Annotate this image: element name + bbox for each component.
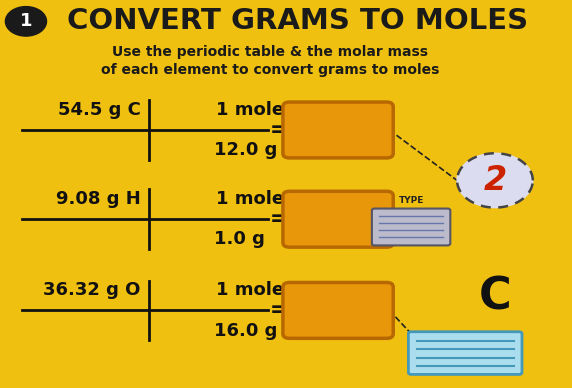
- FancyBboxPatch shape: [283, 102, 394, 158]
- Text: 36.32 g O: 36.32 g O: [43, 281, 141, 299]
- Text: TYPE: TYPE: [399, 196, 424, 205]
- Text: 1 mole: 1 mole: [216, 281, 284, 299]
- Text: Use the periodic table & the molar mass: Use the periodic table & the molar mass: [113, 45, 428, 59]
- Text: 12.0 g: 12.0 g: [214, 141, 277, 159]
- Text: CONVERT GRAMS TO MOLES: CONVERT GRAMS TO MOLES: [67, 7, 528, 35]
- Text: =: =: [270, 120, 287, 140]
- Text: 2: 2: [483, 164, 507, 197]
- Text: of each element to convert grams to moles: of each element to convert grams to mole…: [101, 63, 440, 77]
- Circle shape: [457, 153, 533, 208]
- Text: =: =: [270, 209, 287, 229]
- FancyBboxPatch shape: [372, 209, 450, 246]
- Text: C: C: [479, 275, 511, 318]
- FancyBboxPatch shape: [283, 282, 394, 338]
- FancyBboxPatch shape: [408, 332, 522, 374]
- Text: 16.0 g: 16.0 g: [214, 322, 277, 340]
- Text: =: =: [270, 300, 287, 320]
- Text: 1.0 g: 1.0 g: [214, 230, 264, 248]
- Text: 54.5 g C: 54.5 g C: [58, 101, 141, 119]
- Text: 1 mole: 1 mole: [216, 101, 284, 119]
- Circle shape: [5, 7, 46, 36]
- Text: 9.08 g H: 9.08 g H: [56, 190, 141, 208]
- FancyBboxPatch shape: [283, 191, 394, 247]
- Text: 1 mole: 1 mole: [216, 190, 284, 208]
- Text: 1: 1: [19, 12, 32, 30]
